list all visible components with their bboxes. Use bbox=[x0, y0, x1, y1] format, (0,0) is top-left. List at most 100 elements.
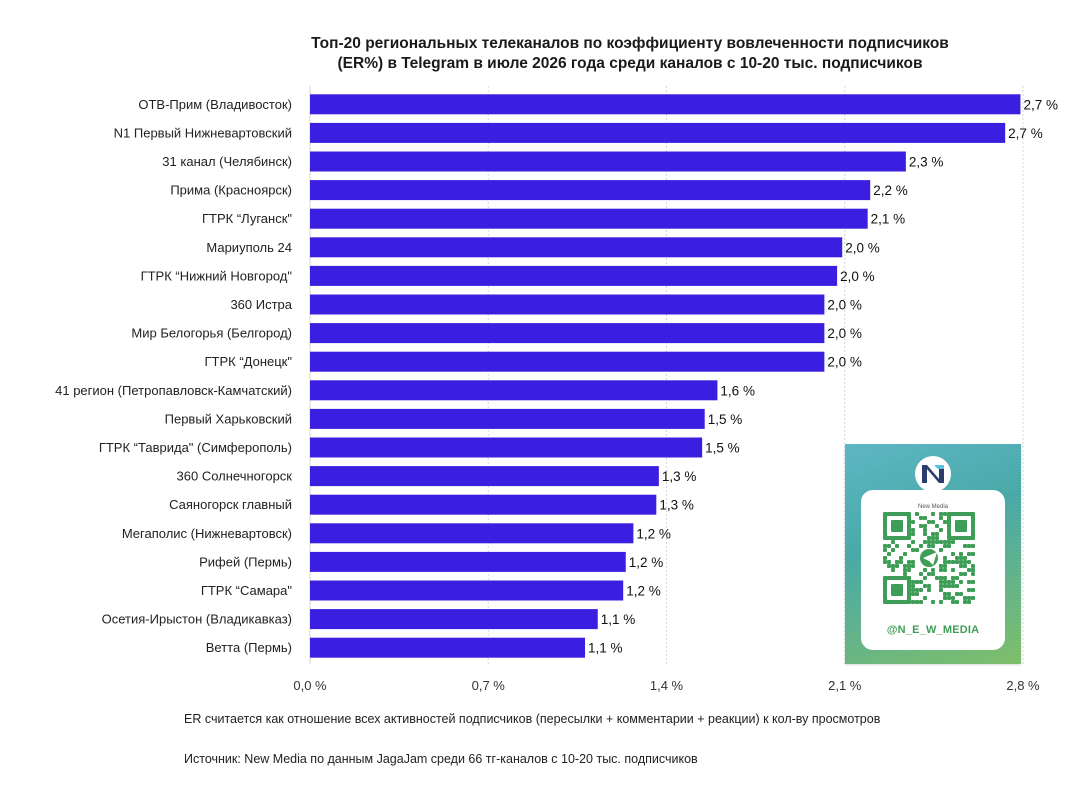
category-label: 31 канал (Челябинск) bbox=[162, 154, 292, 169]
x-tick-label: 1,4 % bbox=[650, 678, 684, 693]
qr-module bbox=[971, 568, 975, 572]
qr-module bbox=[911, 520, 915, 524]
category-label: Рифей (Пермь) bbox=[199, 554, 292, 569]
qr-badge[interactable]: New Media @N_E_W_MEDIA bbox=[845, 444, 1021, 664]
qr-module bbox=[923, 584, 927, 588]
bar bbox=[310, 380, 718, 401]
bar bbox=[310, 208, 868, 229]
qr-module bbox=[959, 564, 963, 568]
qr-card-inner: New Media @N_E_W_MEDIA bbox=[861, 490, 1005, 650]
qr-module bbox=[915, 512, 919, 516]
qr-module bbox=[963, 572, 967, 576]
bar bbox=[310, 94, 1021, 115]
new-media-logo-icon bbox=[915, 456, 951, 492]
qr-module bbox=[967, 600, 971, 604]
qr-module bbox=[903, 552, 907, 556]
qr-module bbox=[911, 592, 915, 596]
qr-module bbox=[927, 536, 931, 540]
qr-module bbox=[955, 556, 959, 560]
qr-module bbox=[931, 568, 935, 572]
qr-module bbox=[923, 532, 927, 536]
qr-module bbox=[915, 588, 919, 592]
x-tick-label: 0,0 % bbox=[293, 678, 327, 693]
value-label: 2,0 % bbox=[845, 240, 880, 255]
qr-module bbox=[971, 588, 975, 592]
value-label: 2,2 % bbox=[873, 183, 908, 198]
qr-module bbox=[903, 564, 907, 568]
category-label: ГТРК “Самара" bbox=[201, 583, 293, 598]
source-footnote: Источник: New Media по данным JagaJam ср… bbox=[184, 752, 698, 766]
qr-module bbox=[959, 560, 963, 564]
value-label: 2,3 % bbox=[909, 155, 944, 170]
category-label: 360 Солнечногорск bbox=[177, 469, 293, 484]
value-label: 2,7 % bbox=[1008, 126, 1043, 141]
qr-module bbox=[955, 584, 959, 588]
category-label: ГТРК “Нижний Новгород" bbox=[141, 268, 293, 283]
bar bbox=[310, 122, 1006, 143]
qr-module bbox=[939, 516, 943, 520]
bar bbox=[310, 466, 659, 487]
value-label: 1,2 % bbox=[629, 555, 664, 570]
qr-module bbox=[931, 572, 935, 576]
category-label: Мир Белогорья (Белгород) bbox=[131, 326, 292, 341]
qr-module bbox=[931, 600, 935, 604]
qr-module bbox=[915, 580, 919, 584]
qr-module bbox=[971, 580, 975, 584]
category-label: Мегаполис (Нижневартовск) bbox=[122, 526, 292, 541]
bar bbox=[310, 551, 626, 572]
telegram-handle[interactable]: @N_E_W_MEDIA bbox=[886, 624, 980, 636]
bar bbox=[310, 180, 871, 201]
qr-module bbox=[943, 568, 947, 572]
qr-code-icon[interactable] bbox=[883, 512, 983, 604]
qr-module bbox=[911, 540, 915, 544]
bar bbox=[310, 265, 838, 286]
qr-finder-inner bbox=[955, 520, 967, 532]
bar bbox=[310, 294, 825, 315]
qr-module bbox=[883, 556, 887, 560]
qr-module bbox=[891, 540, 895, 544]
qr-module bbox=[967, 552, 971, 556]
qr-module bbox=[971, 544, 975, 548]
qr-module bbox=[971, 596, 975, 600]
qr-module bbox=[911, 564, 915, 568]
qr-module bbox=[927, 540, 931, 544]
qr-module bbox=[883, 548, 887, 552]
qr-module bbox=[955, 576, 959, 580]
value-label: 1,2 % bbox=[636, 526, 671, 541]
category-label: 360 Истра bbox=[230, 297, 292, 312]
qr-module bbox=[947, 596, 951, 600]
qr-module bbox=[895, 544, 899, 548]
x-tick-label: 2,1 % bbox=[828, 678, 862, 693]
qr-module bbox=[923, 524, 927, 528]
qr-module bbox=[911, 580, 915, 584]
bar bbox=[310, 151, 906, 172]
qr-module bbox=[951, 600, 955, 604]
qr-module bbox=[963, 560, 967, 564]
qr-module bbox=[951, 540, 955, 544]
qr-module bbox=[915, 548, 919, 552]
qr-module bbox=[959, 556, 963, 560]
value-label: 1,2 % bbox=[626, 584, 661, 599]
qr-module bbox=[939, 576, 943, 580]
qr-module bbox=[923, 528, 927, 532]
qr-module bbox=[939, 584, 943, 588]
qr-module bbox=[939, 512, 943, 516]
qr-module bbox=[899, 560, 903, 564]
qr-module bbox=[951, 560, 955, 564]
qr-module bbox=[931, 520, 935, 524]
bar bbox=[310, 580, 624, 601]
qr-module bbox=[919, 580, 923, 584]
value-label: 1,5 % bbox=[705, 441, 740, 456]
qr-module bbox=[951, 584, 955, 588]
qr-module bbox=[923, 516, 927, 520]
bar bbox=[310, 637, 586, 658]
qr-module bbox=[911, 588, 915, 592]
qr-module bbox=[943, 540, 947, 544]
value-label: 1,5 % bbox=[708, 412, 743, 427]
qr-module bbox=[943, 576, 947, 580]
qr-module bbox=[947, 560, 951, 564]
qr-module bbox=[927, 520, 931, 524]
qr-module bbox=[947, 592, 951, 596]
chart-title-line-2: (ER%) в Telegram в июле 2026 года среди … bbox=[337, 55, 923, 72]
qr-module bbox=[927, 588, 931, 592]
